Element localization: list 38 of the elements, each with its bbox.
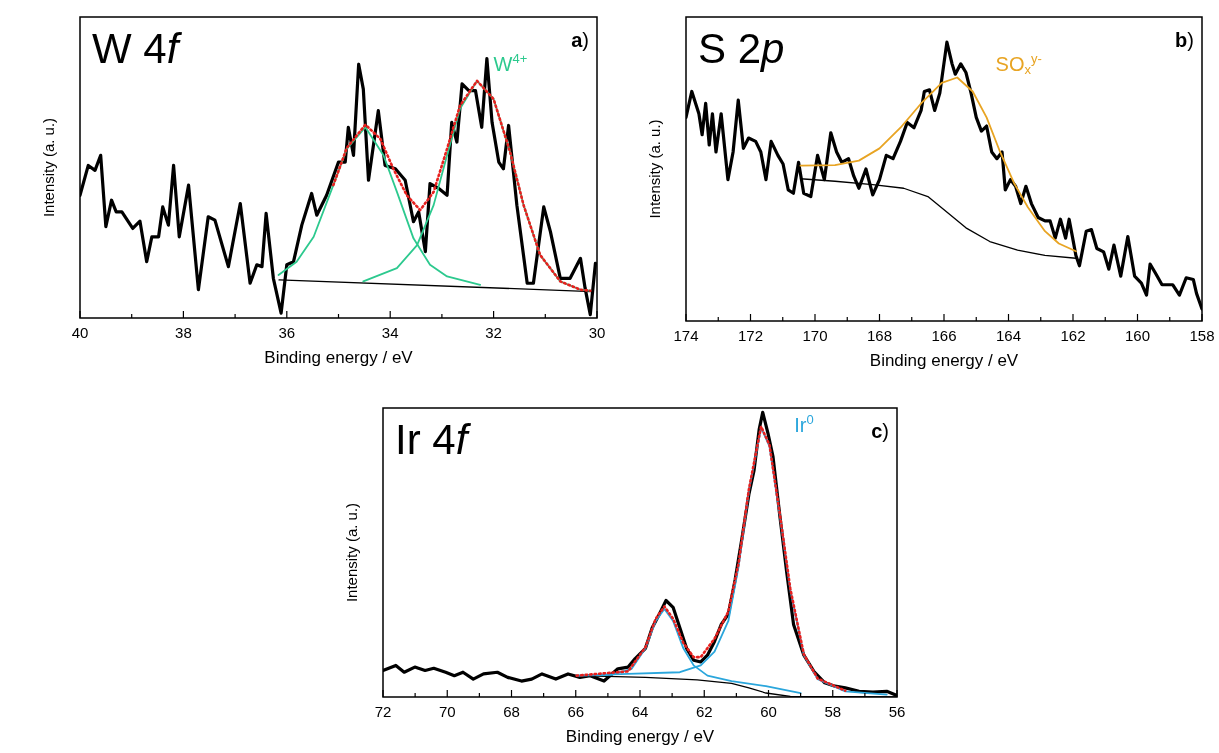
x-tick-label: 168 (866, 327, 893, 344)
x-tick-label: 62 (695, 703, 713, 720)
annotation: b) (1175, 29, 1194, 51)
annotation: c) (871, 420, 889, 442)
x-tick-label: 36 (278, 324, 296, 341)
x-tick-label: 72 (374, 703, 392, 720)
x-tick-label: 68 (503, 703, 520, 720)
x-tick-label: 64 (631, 703, 649, 720)
x-axis-title: Binding energy / eV (264, 348, 414, 367)
x-tick-label: 32 (485, 324, 502, 341)
x-tick-label: 56 (888, 703, 906, 720)
x-tick-label: 60 (760, 703, 777, 720)
annotation: Ir$^{0}$ (794, 411, 814, 436)
x-axis-title: Binding energy / eV (565, 727, 715, 746)
x-tick-label: 58 (824, 703, 842, 720)
chart-title: W 4f (92, 25, 183, 72)
x-tick-label: 34 (381, 324, 399, 341)
x-tick-label: 38 (175, 324, 192, 341)
y-axis-title: Intensity (a. u.) (40, 117, 57, 218)
chart-title: Ir 4f (395, 416, 472, 463)
x-tick-label: 158 (1189, 327, 1215, 344)
x-tick-label: 160 (1124, 327, 1151, 344)
x-tick-label: 40 (71, 324, 89, 341)
x-tick-label: 164 (995, 327, 1022, 344)
y-axis-title: Intensity (a. u.) (343, 502, 360, 603)
x-tick-label: 166 (931, 327, 957, 344)
y-axis-title: Intensity (a. u.) (646, 119, 663, 219)
x-tick-label: 70 (438, 703, 456, 720)
chart-title: S 2p (698, 25, 785, 72)
x-tick-label: 170 (802, 327, 828, 344)
annotation: W$^{4+}$ (493, 50, 528, 76)
x-tick-label: 172 (737, 327, 764, 344)
x-tick-label: 66 (567, 703, 585, 720)
x-tick-label: 174 (673, 327, 699, 344)
x-tick-label: 162 (1060, 327, 1086, 344)
x-axis-title: Binding energy / eV (869, 351, 1019, 370)
text: a) (571, 29, 589, 51)
x-tick-label: 30 (588, 324, 606, 341)
